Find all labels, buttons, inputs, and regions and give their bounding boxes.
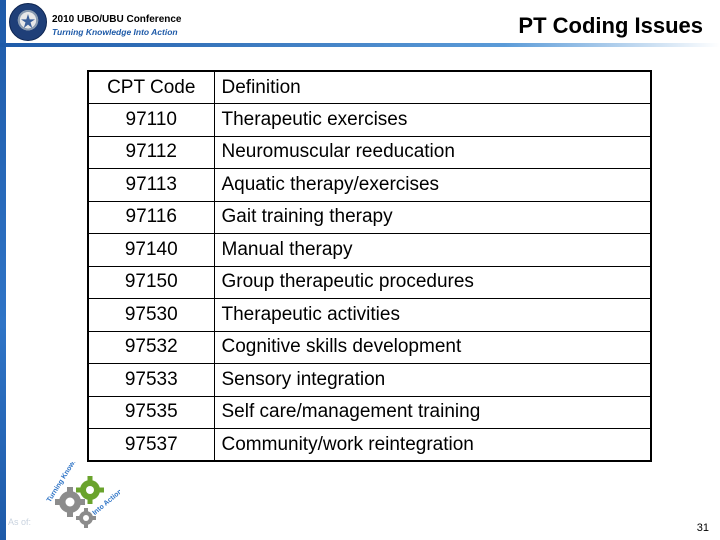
- cpt-code-cell: 97537: [87, 428, 215, 462]
- table-header-row: CPT Code Definition: [87, 70, 652, 104]
- column-header-cpt-code: CPT Code: [87, 70, 215, 104]
- table-row: 97537 Community/work reintegration: [87, 428, 652, 462]
- table-row: 97110 Therapeutic exercises: [87, 103, 652, 137]
- dod-seal-icon: [9, 3, 47, 41]
- cpt-code-cell: 97533: [87, 363, 215, 397]
- cpt-code-cell: 97112: [87, 135, 215, 169]
- cpt-code-cell: 97113: [87, 168, 215, 202]
- gear-icon-green: [76, 476, 104, 504]
- cpt-code-cell: 97530: [87, 298, 215, 332]
- cpt-code-cell: 97116: [87, 200, 215, 234]
- definition-cell: Gait training therapy: [213, 200, 652, 234]
- left-accent-band: [0, 0, 6, 540]
- column-header-definition: Definition: [213, 70, 652, 104]
- as-of-label: As of:: [8, 517, 32, 527]
- cpt-code-cell: 97150: [87, 265, 215, 299]
- table-row: 97113 Aquatic therapy/exercises: [87, 168, 652, 202]
- conference-title: 2010 UBO/UBU Conference: [52, 14, 182, 25]
- table-row: 97533 Sensory integration: [87, 363, 652, 397]
- conference-subtitle: Turning Knowledge Into Action: [52, 27, 178, 37]
- definition-cell: Therapeutic exercises: [213, 103, 652, 137]
- cpt-code-cell: 97140: [87, 233, 215, 267]
- table-row: 97535 Self care/management training: [87, 395, 652, 429]
- gear-icon-gray-large: [55, 487, 85, 517]
- definition-cell: Cognitive skills development: [213, 330, 652, 364]
- definition-cell: Manual therapy: [213, 233, 652, 267]
- definition-cell: Therapeutic activities: [213, 298, 652, 332]
- definition-cell: Group therapeutic procedures: [213, 265, 652, 299]
- page-title: PT Coding Issues: [518, 13, 703, 38]
- table-row: 97112 Neuromuscular reeducation: [87, 135, 652, 169]
- cpt-code-cell: 97535: [87, 395, 215, 429]
- table-row: 97532 Cognitive skills development: [87, 330, 652, 364]
- definition-cell: Sensory integration: [213, 363, 652, 397]
- table-row: 97530 Therapeutic activities: [87, 298, 652, 332]
- table-row: 97140 Manual therapy: [87, 233, 652, 267]
- definition-cell: Neuromuscular reeducation: [213, 135, 652, 169]
- gear-icon-gray-small: [76, 508, 96, 528]
- slide-header: 2010 UBO/UBU Conference Turning Knowledg…: [0, 0, 720, 46]
- definition-cell: Self care/management training: [213, 395, 652, 429]
- definition-cell: Aquatic therapy/exercises: [213, 168, 652, 202]
- table-body: 97110 Therapeutic exercises 97112 Neuromusc…: [87, 103, 652, 462]
- cpt-code-cell: 97532: [87, 330, 215, 364]
- definition-cell: Community/work reintegration: [213, 428, 652, 462]
- turning-knowledge-logo: Turning Knowledge Into Action: [46, 462, 120, 528]
- header-divider: [0, 43, 720, 47]
- cpt-codes-table: CPT Code Definition 97110 Therapeutic exe…: [87, 70, 652, 462]
- page-number: 31: [696, 522, 709, 534]
- cpt-code-cell: 97110: [87, 103, 215, 137]
- table-row: 97116 Gait training therapy: [87, 200, 652, 234]
- table-row: 97150 Group therapeutic procedures: [87, 265, 652, 299]
